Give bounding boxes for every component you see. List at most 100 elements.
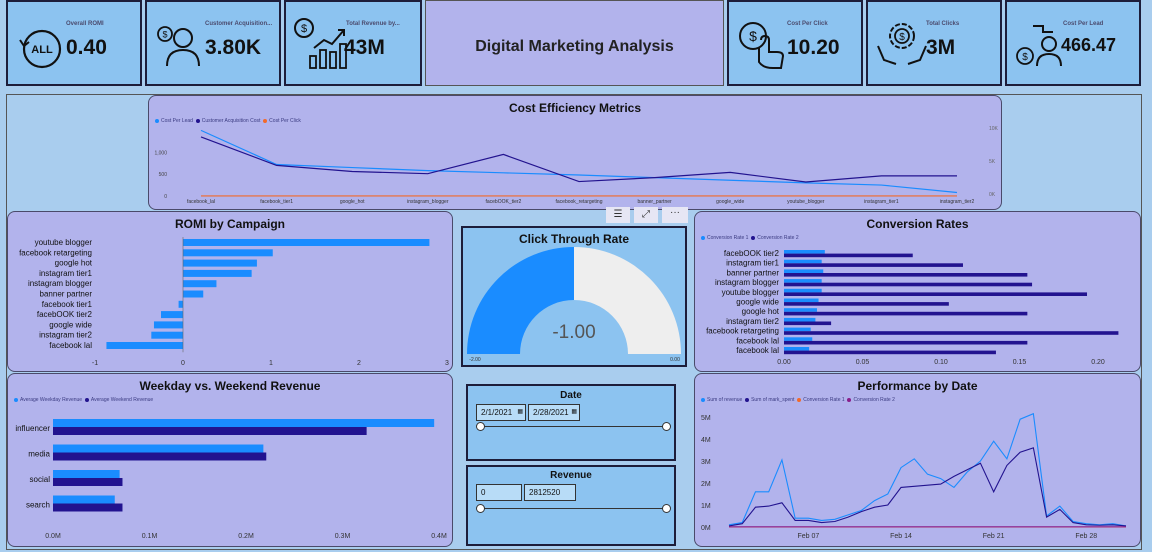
- x-tick-label: Feb 21: [983, 533, 1005, 540]
- bar-2: [53, 452, 267, 461]
- date-slider-end-handle[interactable]: [662, 422, 671, 431]
- revenue-min-input[interactable]: 0: [476, 484, 522, 501]
- revenue-max-input[interactable]: 2812520: [524, 484, 576, 501]
- slicer-title: Date: [560, 390, 582, 401]
- performance-panel[interactable]: Performance by Date Sum of revenue Sum o…: [694, 373, 1141, 547]
- svg-text:$: $: [1022, 52, 1028, 63]
- bar: [183, 269, 252, 277]
- y-tick-label: 0: [164, 194, 167, 200]
- bar: [161, 311, 183, 319]
- chart-title: Weekday vs. Weekend Revenue: [139, 379, 321, 393]
- bar: [178, 300, 183, 308]
- legend-label: Conversion Rate 2: [757, 235, 799, 241]
- x-tick-label: instagram_blogger: [407, 199, 449, 205]
- kpi-value: 3M: [926, 36, 956, 59]
- date-slicer[interactable]: Date 2/1/2021 ▦ 2/28/2021 ▦: [466, 384, 676, 461]
- revenue-min-value: 0: [481, 488, 486, 497]
- category-label: social: [30, 475, 51, 484]
- x-tick-label: Feb 07: [798, 533, 820, 540]
- kpi-title: Cost Per Lead: [1063, 21, 1104, 27]
- bar-2: [784, 263, 963, 267]
- gauge-min-label: -2.00: [469, 357, 481, 363]
- y-tick-label: 1M: [701, 503, 711, 510]
- x-tick-label: facebook_lal: [187, 199, 215, 205]
- click-dollar-icon: $: [739, 22, 785, 69]
- chart-title: Click Through Rate: [518, 232, 629, 246]
- x-tick-label: banner_partner: [637, 199, 672, 205]
- performance-chart: 0M 1M 2M 3M 4M 5M Feb 07 Feb 14 Feb 21 Feb 28: [701, 412, 1127, 540]
- bar-1: [784, 259, 822, 264]
- revenue-slider-track[interactable]: [480, 508, 666, 509]
- weekday-panel[interactable]: Weekday vs. Weekend Revenue Average Week…: [7, 373, 453, 547]
- x-tick-label: Feb 14: [890, 533, 912, 540]
- date-start-input[interactable]: 2/1/2021 ▦: [476, 404, 526, 421]
- gauge-fill: [467, 247, 574, 354]
- slicer-title: Revenue: [550, 470, 592, 481]
- date-slider-track[interactable]: [480, 426, 666, 427]
- bar-1: [53, 495, 115, 504]
- svg-text:$: $: [899, 32, 905, 43]
- svg-text:$: $: [749, 28, 757, 44]
- bar-2: [784, 302, 949, 306]
- bar: [183, 259, 257, 267]
- kpi-card-cost-per-click[interactable]: $ Cost Per Click 10.20: [727, 0, 863, 86]
- x-tick-label: 0.20: [1091, 359, 1105, 366]
- bar-2: [784, 253, 913, 258]
- x-tick-label: 3: [445, 360, 449, 367]
- svg-text:$: $: [301, 23, 307, 35]
- bar: [183, 249, 273, 257]
- bar-1: [784, 298, 819, 303]
- category-label: influencer: [15, 424, 50, 433]
- kpi-card-overall-romi[interactable]: ALL Overall ROMI 0.40: [6, 0, 142, 86]
- date-end-input[interactable]: 2/28/2021 ▦: [528, 404, 580, 421]
- cost-efficiency-panel[interactable]: Cost Efficiency Metrics Cost Per Lead Cu…: [148, 95, 1002, 210]
- x-tick-label: facebOOK_tier2: [485, 199, 521, 205]
- kpi-value: 466.47: [1061, 35, 1117, 55]
- kpi-card-customer-acquisition[interactable]: $ Customer Acquisition... 3.80K: [145, 0, 281, 86]
- bar-1: [784, 250, 825, 254]
- header-banner: Digital Marketing Analysis: [425, 0, 724, 86]
- page-title: Digital Marketing Analysis: [475, 38, 674, 55]
- kpi-title: Customer Acquisition...: [205, 21, 273, 27]
- series-line-sum-of-revenue: [728, 412, 1127, 527]
- kpi-card-cost-per-lead[interactable]: $ Cost Per Lead 466.47: [1005, 0, 1141, 86]
- kpi-card-total-clicks[interactable]: $ Total Clicks 3M: [866, 0, 1002, 86]
- filter-icon[interactable]: ☰: [606, 207, 630, 223]
- revenue-slicer[interactable]: Revenue 0 2812520: [466, 465, 676, 546]
- y-right-tick-label: 10K: [989, 126, 999, 132]
- customer-dollar-icon: $: [157, 26, 200, 67]
- kpi-card-total-revenue[interactable]: $ Total Revenue by... 43M: [284, 0, 422, 86]
- more-options-icon[interactable]: ···: [662, 207, 688, 223]
- x-tick-label: -1: [92, 360, 98, 367]
- calendar-icon[interactable]: ▦: [517, 409, 523, 415]
- x-tick-label: 0.10: [934, 359, 948, 366]
- calendar-icon[interactable]: ▦: [571, 409, 577, 415]
- date-slider-start-handle[interactable]: [476, 422, 485, 431]
- conversion-panel[interactable]: Conversion Rates Conversion Rate 1 Conve…: [694, 211, 1141, 372]
- bar-2: [53, 427, 367, 435]
- bar-1: [784, 327, 811, 332]
- focus-mode-icon[interactable]: ⤢: [634, 207, 658, 223]
- gauge-value: -1.00: [552, 322, 595, 343]
- category-label: banner partner: [727, 268, 780, 277]
- ctr-gauge: -1.00 -2.00 0.00: [467, 247, 681, 363]
- y-tick-label: 2M: [701, 481, 711, 488]
- legend-label: Conversion Rate 1: [803, 397, 845, 403]
- category-label: facebOOK tier2: [724, 249, 780, 258]
- romi-panel[interactable]: ROMI by Campaign youtube blogger facebook…: [7, 211, 453, 372]
- bar-1: [784, 317, 816, 322]
- legend-label: Conversion Rate 1: [707, 235, 749, 241]
- ctr-panel[interactable]: Click Through Rate -1.00 -2.00 0.00: [461, 226, 687, 367]
- lead-dollar-icon: $: [1016, 25, 1062, 67]
- y-tick-label: 3M: [701, 459, 711, 466]
- kpi-title: Cost Per Click: [787, 21, 828, 27]
- all-cycle-icon: ALL: [19, 29, 62, 69]
- svg-text:ALL: ALL: [31, 44, 53, 56]
- series-line-customer-acquisition-cost: [200, 136, 957, 183]
- revenue-slider-max-handle[interactable]: [662, 504, 671, 513]
- y-right-tick-label: 5K: [989, 159, 996, 165]
- x-tick-label: facebook_tier1: [260, 199, 293, 205]
- legend-label: Customer Acquisition Cost: [201, 118, 261, 124]
- x-tick-label: 0.15: [1013, 359, 1027, 366]
- revenue-slider-min-handle[interactable]: [476, 504, 485, 513]
